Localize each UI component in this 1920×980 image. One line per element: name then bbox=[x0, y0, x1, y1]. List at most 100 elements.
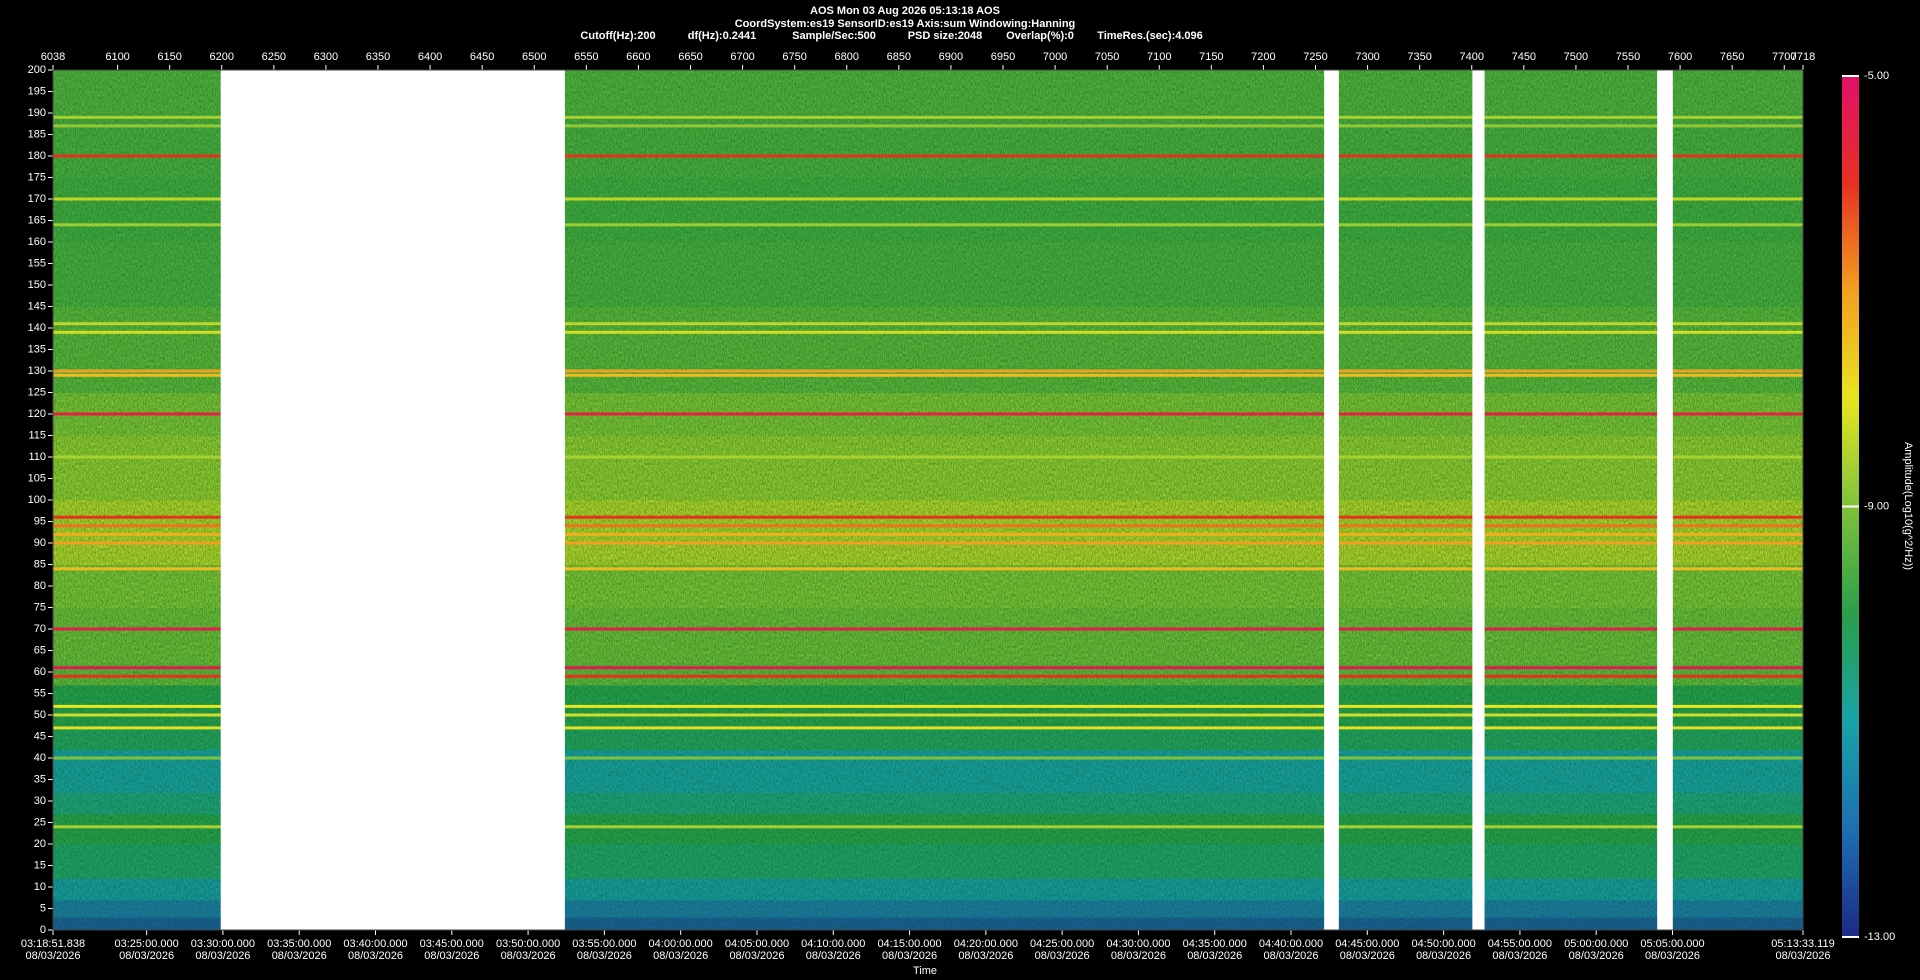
data-gap bbox=[1324, 70, 1339, 930]
y-tick-label: 135 bbox=[28, 343, 46, 355]
x-tick-label: 6800 bbox=[835, 51, 859, 63]
x2-tick-label: 03:35:00.000 bbox=[267, 938, 331, 950]
y-tick-label: 40 bbox=[34, 752, 46, 764]
x2-tick-label: 03:30:00.000 bbox=[191, 938, 255, 950]
x-tick-label: 7650 bbox=[1720, 51, 1744, 63]
data-gap bbox=[1657, 70, 1673, 930]
x2-tick-label: 03:50:00.000 bbox=[496, 938, 560, 950]
tone-line bbox=[53, 197, 1803, 201]
x2-tick-date: 08/03/2026 bbox=[806, 950, 861, 962]
x2-tick-label: 05:13:33.119 bbox=[1771, 938, 1834, 950]
x2-tick-date: 08/03/2026 bbox=[348, 950, 403, 962]
x-tick-label: 7000 bbox=[1043, 51, 1067, 63]
y-tick-label: 20 bbox=[34, 838, 46, 850]
tone-line bbox=[53, 541, 1803, 545]
x-tick-label: 6200 bbox=[210, 51, 234, 63]
y-tick-label: 125 bbox=[28, 386, 46, 398]
y-tick-label: 105 bbox=[28, 472, 46, 484]
x2-tick-label: 03:40:00.000 bbox=[343, 938, 407, 950]
x2-tick-label: 04:50:00.000 bbox=[1411, 938, 1475, 950]
data-gap bbox=[220, 70, 565, 930]
x2-tick-date: 08/03/2026 bbox=[729, 950, 784, 962]
y-tick-label: 15 bbox=[34, 859, 46, 871]
x-tick-label: 6900 bbox=[939, 51, 963, 63]
x-axis-label: Time bbox=[913, 965, 937, 977]
tone-line bbox=[53, 524, 1803, 528]
y-tick-label: 150 bbox=[28, 279, 46, 291]
parameter: TimeRes.(sec):4.096 bbox=[1097, 30, 1203, 42]
y-tick-label: 50 bbox=[34, 709, 46, 721]
x2-tick-date: 08/03/2026 bbox=[653, 950, 708, 962]
x2-tick-date: 08/03/2026 bbox=[882, 950, 937, 962]
x2-tick-label: 04:00:00.000 bbox=[649, 938, 713, 950]
x-tick-label: 7700 bbox=[1772, 51, 1796, 63]
x-tick-label: 7600 bbox=[1668, 51, 1692, 63]
x2-tick-date: 08/03/2026 bbox=[1187, 950, 1242, 962]
colorbar-tick-label: -5.00 bbox=[1864, 70, 1889, 82]
tone-line bbox=[53, 532, 1803, 536]
y-tick-label: 60 bbox=[34, 666, 46, 678]
y-tick-label: 90 bbox=[34, 537, 46, 549]
x-tick-label: 7150 bbox=[1199, 51, 1223, 63]
x-tick-label: 7450 bbox=[1512, 51, 1536, 63]
x2-tick-date: 08/03/2026 bbox=[1263, 950, 1318, 962]
parameter: Overlap(%):0 bbox=[1006, 30, 1074, 42]
y-tick-label: 120 bbox=[28, 408, 46, 420]
tone-line bbox=[53, 666, 1803, 670]
x-tick-label: 7718 bbox=[1791, 51, 1815, 63]
x2-tick-date: 08/03/2026 bbox=[1035, 950, 1090, 962]
x2-tick-label: 05:00:00.000 bbox=[1564, 938, 1628, 950]
x2-tick-label: 04:25:00.000 bbox=[1030, 938, 1094, 950]
tone-line bbox=[53, 825, 1803, 829]
x-tick-label: 7550 bbox=[1616, 51, 1640, 63]
x2-tick-date: 08/03/2026 bbox=[501, 950, 556, 962]
y-tick-label: 80 bbox=[34, 580, 46, 592]
y-tick-label: 130 bbox=[28, 365, 46, 377]
colorbar-tick-label: -9.00 bbox=[1864, 500, 1889, 512]
x-tick-label: 6150 bbox=[157, 51, 181, 63]
y-tick-label: 165 bbox=[28, 214, 46, 226]
tone-line bbox=[53, 756, 1803, 760]
x-tick-label: 7400 bbox=[1460, 51, 1484, 63]
y-tick-label: 200 bbox=[28, 64, 46, 76]
plot-frame bbox=[52, 69, 1804, 931]
x2-tick-label: 05:05:00.000 bbox=[1640, 938, 1704, 950]
x2-tick-date: 08/03/2026 bbox=[119, 950, 174, 962]
x-tick-label: 6250 bbox=[262, 51, 286, 63]
x2-tick-date: 08/03/2026 bbox=[1775, 950, 1830, 962]
tone-line bbox=[53, 223, 1803, 227]
y-tick-label: 25 bbox=[34, 816, 46, 828]
x2-tick-date: 08/03/2026 bbox=[1645, 950, 1700, 962]
parameter: df(Hz):0.2441 bbox=[688, 30, 756, 42]
colorbar-tick-label: -13.00 bbox=[1864, 931, 1895, 943]
y-tick-label: 10 bbox=[34, 881, 46, 893]
x-tick-label: 6750 bbox=[782, 51, 806, 63]
x2-tick-date: 08/03/2026 bbox=[1569, 950, 1624, 962]
x2-tick-label: 03:55:00.000 bbox=[572, 938, 636, 950]
x2-tick-label: 04:35:00.000 bbox=[1183, 938, 1247, 950]
x2-tick-label: 04:10:00.000 bbox=[801, 938, 865, 950]
plot-area bbox=[53, 70, 1803, 930]
x-tick-label: 6950 bbox=[991, 51, 1015, 63]
x-tick-label: 6400 bbox=[418, 51, 442, 63]
x2-tick-label: 04:45:00.000 bbox=[1335, 938, 1399, 950]
tone-line bbox=[53, 726, 1803, 730]
x2-tick-date: 08/03/2026 bbox=[25, 950, 80, 962]
y-tick-label: 65 bbox=[34, 644, 46, 656]
x2-tick-label: 04:20:00.000 bbox=[954, 938, 1018, 950]
tone-line bbox=[53, 713, 1803, 717]
x2-tick-label: 04:15:00.000 bbox=[877, 938, 941, 950]
y-tick-label: 110 bbox=[28, 451, 46, 463]
parameter: PSD size:2048 bbox=[908, 30, 983, 42]
y-tick-label: 0 bbox=[40, 924, 46, 936]
parameter: Cutoff(Hz):200 bbox=[580, 30, 655, 42]
y-tick-label: 140 bbox=[28, 322, 46, 334]
y-tick-label: 70 bbox=[34, 623, 46, 635]
y-tick-label: 185 bbox=[28, 128, 46, 140]
x2-tick-date: 08/03/2026 bbox=[1111, 950, 1166, 962]
tone-line bbox=[53, 627, 1803, 631]
x-tick-label: 7050 bbox=[1095, 51, 1119, 63]
tone-line bbox=[53, 515, 1803, 519]
x2-tick-label: 03:25:00.000 bbox=[115, 938, 179, 950]
